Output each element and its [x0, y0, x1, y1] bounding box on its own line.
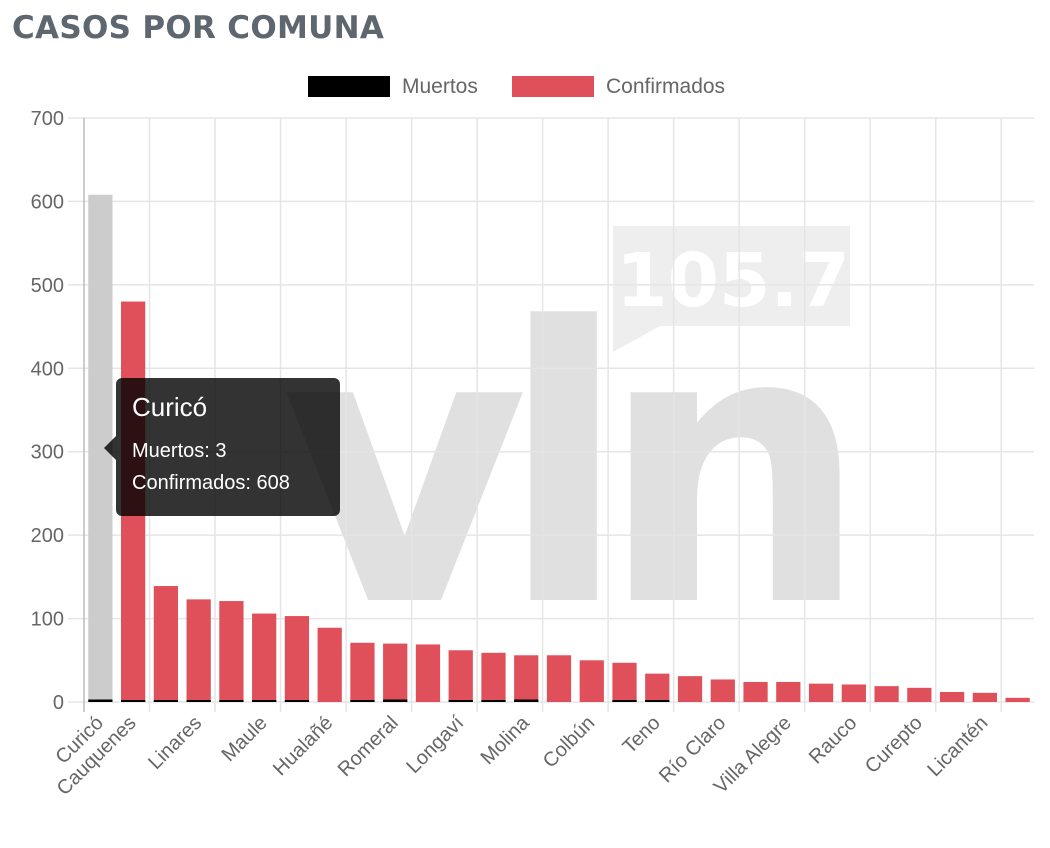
bar-confirmados: [252, 613, 277, 702]
y-tick-label: 600: [31, 191, 64, 213]
bar-confirmados: [939, 691, 965, 702]
bar-confirmados: [776, 681, 801, 702]
y-tick-label: 400: [31, 358, 64, 380]
x-tick-label: Hualañé: [269, 712, 337, 780]
bar-muertos: [252, 700, 277, 702]
bar-confirmados: [448, 650, 473, 702]
x-tick-label: Maule: [218, 712, 272, 766]
bar-confirmados: [808, 683, 834, 702]
bar-confirmados: [677, 676, 703, 702]
bar-confirmados: [710, 679, 735, 702]
y-tick-label: 200: [31, 525, 64, 547]
y-tick-label: 100: [31, 609, 64, 631]
tooltip-title: Curicó: [132, 392, 208, 422]
x-tick-label: Romeral: [334, 712, 403, 781]
x-tick-label: Rauco: [805, 712, 861, 768]
watermark-text: 105.7: [616, 238, 850, 324]
x-tick-label: Teno: [619, 712, 665, 758]
y-tick-label: 300: [31, 442, 64, 464]
bar-confirmados: [481, 652, 506, 702]
bar-muertos: [383, 699, 408, 702]
legend-label-confirmados: Confirmados: [606, 75, 725, 98]
bar-confirmados: [1005, 697, 1030, 702]
bar-muertos: [219, 700, 244, 702]
bar-confirmados: [186, 599, 211, 702]
watermark-box: [613, 226, 850, 326]
bar-muertos: [448, 700, 473, 702]
watermark-box-tail: [613, 326, 660, 352]
bar-muertos: [186, 700, 211, 702]
bar-confirmados: [350, 642, 375, 702]
chart-legend[interactable]: Muertos Confirmados: [308, 75, 725, 98]
y-tick-label: 0: [53, 692, 64, 714]
y-tick-label: 500: [31, 275, 64, 297]
bar-confirmados: [317, 627, 342, 702]
bar-confirmados: [645, 673, 670, 702]
tooltip-muertos: Muertos: 3: [132, 440, 227, 462]
bar-confirmados: [219, 601, 244, 702]
bar-muertos: [284, 700, 310, 702]
bar-confirmados: [579, 660, 604, 702]
bar-muertos: [481, 700, 506, 702]
bar-confirmados: [874, 686, 899, 702]
bar-muertos: [350, 700, 375, 702]
bar-confirmados: [841, 684, 866, 702]
y-axis: 0 100 200 300 400 500 600 700: [31, 108, 64, 714]
bar-confirmados: [415, 644, 441, 702]
watermark-logo-text: vln: [281, 247, 842, 690]
x-tick-label: Molina: [477, 711, 535, 769]
x-tick-label: Longaví: [402, 712, 468, 778]
bar-confirmados: [907, 687, 932, 702]
bar-muertos: [121, 700, 146, 702]
bar-muertos: [88, 699, 113, 702]
y-tick-label: 700: [31, 108, 64, 130]
chart-bars[interactable]: [88, 194, 1030, 703]
watermark-arrow: [780, 440, 840, 532]
bar-confirmados: [514, 655, 539, 702]
x-tick-label: Colbún: [539, 712, 599, 772]
x-tick-label: Licantén: [923, 712, 992, 781]
bar-confirmados: [972, 692, 997, 702]
bar-muertos: [514, 699, 539, 702]
legend-swatch-muertos: [308, 76, 390, 97]
bar-confirmados: [612, 662, 637, 702]
bar-muertos: [612, 700, 637, 702]
x-tick-label: Linares: [144, 712, 206, 774]
legend-label-muertos: Muertos: [402, 75, 478, 98]
bar-confirmados: [743, 681, 768, 702]
tooltip-confirmados: Confirmados: 608: [132, 472, 290, 494]
bar-muertos: [153, 700, 179, 702]
bar-confirmados: [383, 643, 408, 702]
bar-confirmados: [284, 616, 310, 702]
bar-muertos: [645, 700, 670, 702]
legend-swatch-confirmados: [512, 76, 594, 97]
page-title: CASOS POR COMUNA: [12, 10, 385, 46]
bar-confirmados: [546, 655, 572, 702]
bar-confirmados: [153, 586, 179, 702]
chart-tooltip: Curicó Muertos: 3 Confirmados: 608: [104, 378, 340, 516]
x-tick-label: Curepto: [861, 712, 927, 778]
